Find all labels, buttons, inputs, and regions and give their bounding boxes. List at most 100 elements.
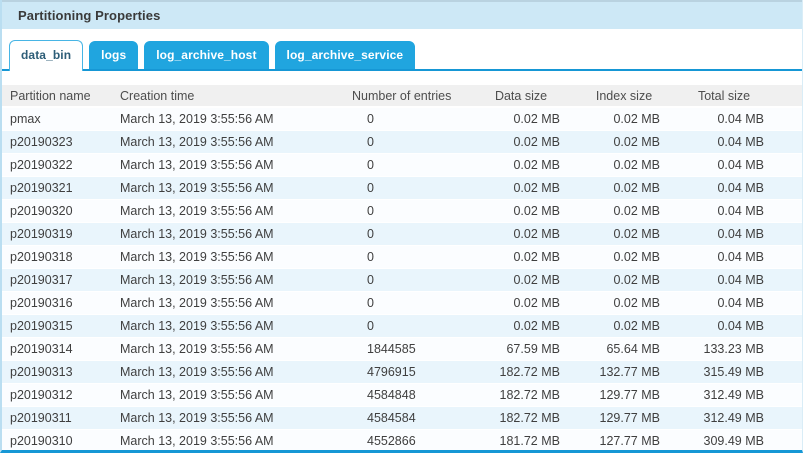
cell-creation-time: March 13, 2019 3:55:56 AM bbox=[112, 130, 344, 154]
cell-total-size: 133.23 MB bbox=[674, 337, 802, 361]
cell-index-size: 129.77 MB bbox=[574, 406, 674, 430]
cell-data-size: 0.02 MB bbox=[468, 268, 574, 292]
cell-creation-time: March 13, 2019 3:55:56 AM bbox=[112, 429, 344, 450]
tab-log-archive-service[interactable]: log_archive_service bbox=[274, 41, 416, 69]
tab-data-bin[interactable]: data_bin bbox=[9, 40, 84, 71]
column-header-data-size: Data size bbox=[468, 85, 574, 108]
cell-data-size: 182.72 MB bbox=[468, 406, 574, 430]
cell-number-of-entries: 0 bbox=[344, 268, 468, 292]
cell-number-of-entries: 0 bbox=[344, 153, 468, 177]
cell-index-size: 129.77 MB bbox=[574, 383, 674, 407]
cell-data-size: 67.59 MB bbox=[468, 337, 574, 361]
cell-partition-name: p20190311 bbox=[2, 406, 112, 430]
cell-total-size: 312.49 MB bbox=[674, 406, 802, 430]
cell-number-of-entries: 0 bbox=[344, 107, 468, 131]
cell-partition-name: p20190315 bbox=[2, 314, 112, 338]
cell-data-size: 0.02 MB bbox=[468, 176, 574, 200]
cell-creation-time: March 13, 2019 3:55:56 AM bbox=[112, 107, 344, 131]
cell-index-size: 0.02 MB bbox=[574, 107, 674, 131]
cell-data-size: 0.02 MB bbox=[468, 199, 574, 223]
cell-number-of-entries: 0 bbox=[344, 130, 468, 154]
cell-total-size: 312.49 MB bbox=[674, 383, 802, 407]
cell-number-of-entries: 4796915 bbox=[344, 360, 468, 384]
cell-partition-name: p20190314 bbox=[2, 337, 112, 361]
cell-creation-time: March 13, 2019 3:55:56 AM bbox=[112, 360, 344, 384]
cell-total-size: 0.04 MB bbox=[674, 153, 802, 177]
table-row: p20190320 March 13, 2019 3:55:56 AM 0 0.02 … bbox=[2, 199, 802, 223]
cell-number-of-entries: 4584584 bbox=[344, 406, 468, 430]
cell-data-size: 0.02 MB bbox=[468, 222, 574, 246]
cell-partition-name: p20190323 bbox=[2, 130, 112, 154]
cell-index-size: 0.02 MB bbox=[574, 153, 674, 177]
cell-data-size: 182.72 MB bbox=[468, 360, 574, 384]
tab-logs[interactable]: logs bbox=[89, 41, 139, 69]
cell-creation-time: March 13, 2019 3:55:56 AM bbox=[112, 153, 344, 177]
cell-data-size: 0.02 MB bbox=[468, 130, 574, 154]
cell-partition-name: pmax bbox=[2, 107, 112, 131]
cell-number-of-entries: 4552866 bbox=[344, 429, 468, 450]
cell-data-size: 0.02 MB bbox=[468, 291, 574, 315]
cell-creation-time: March 13, 2019 3:55:56 AM bbox=[112, 291, 344, 315]
column-header-partition-name: Partition name bbox=[2, 85, 112, 108]
cell-data-size: 181.72 MB bbox=[468, 429, 574, 450]
table-row: p20190317 March 13, 2019 3:55:56 AM 0 0.02 … bbox=[2, 268, 802, 292]
cell-partition-name: p20190319 bbox=[2, 222, 112, 246]
panel-title-bar: Partitioning Properties bbox=[2, 0, 802, 29]
cell-creation-time: March 13, 2019 3:55:56 AM bbox=[112, 314, 344, 338]
cell-total-size: 0.04 MB bbox=[674, 268, 802, 292]
column-header-index-size: Index size bbox=[574, 85, 674, 108]
cell-number-of-entries: 0 bbox=[344, 176, 468, 200]
table-row: p20190314 March 13, 2019 3:55:56 AM 184458… bbox=[2, 337, 802, 361]
table-row: p20190313 March 13, 2019 3:55:56 AM 479691… bbox=[2, 360, 802, 384]
cell-partition-name: p20190316 bbox=[2, 291, 112, 315]
cell-partition-name: p20190321 bbox=[2, 176, 112, 200]
cell-index-size: 0.02 MB bbox=[574, 268, 674, 292]
table-header-row: Partition name Creation time Number of ent… bbox=[2, 85, 802, 108]
cell-index-size: 65.64 MB bbox=[574, 337, 674, 361]
cell-creation-time: March 13, 2019 3:55:56 AM bbox=[112, 222, 344, 246]
cell-total-size: 0.04 MB bbox=[674, 130, 802, 154]
cell-number-of-entries: 1844585 bbox=[344, 337, 468, 361]
cell-index-size: 0.02 MB bbox=[574, 222, 674, 246]
cell-total-size: 0.04 MB bbox=[674, 199, 802, 223]
cell-creation-time: March 13, 2019 3:55:56 AM bbox=[112, 245, 344, 269]
cell-data-size: 0.02 MB bbox=[468, 107, 574, 131]
page-title: Partitioning Properties bbox=[18, 8, 161, 23]
cell-partition-name: p20190318 bbox=[2, 245, 112, 269]
cell-number-of-entries: 0 bbox=[344, 245, 468, 269]
cell-data-size: 0.02 MB bbox=[468, 153, 574, 177]
cell-data-size: 182.72 MB bbox=[468, 383, 574, 407]
cell-partition-name: p20190320 bbox=[2, 199, 112, 223]
table-row: p20190323 March 13, 2019 3:55:56 AM 0 0.02 … bbox=[2, 130, 802, 154]
table-body: pmax March 13, 2019 3:55:56 AM 0 0.02 MB 0.0… bbox=[2, 107, 802, 450]
table-row: p20190316 March 13, 2019 3:55:56 AM 0 0.02 … bbox=[2, 291, 802, 315]
cell-number-of-entries: 4584848 bbox=[344, 383, 468, 407]
cell-index-size: 0.02 MB bbox=[574, 199, 674, 223]
cell-creation-time: March 13, 2019 3:55:56 AM bbox=[112, 268, 344, 292]
cell-index-size: 0.02 MB bbox=[574, 245, 674, 269]
table-row: p20190321 March 13, 2019 3:55:56 AM 0 0.02 … bbox=[2, 176, 802, 200]
cell-index-size: 0.02 MB bbox=[574, 176, 674, 200]
cell-creation-time: March 13, 2019 3:55:56 AM bbox=[112, 406, 344, 430]
cell-partition-name: p20190312 bbox=[2, 383, 112, 407]
cell-partition-name: p20190322 bbox=[2, 153, 112, 177]
tab-log-archive-host[interactable]: log_archive_host bbox=[144, 41, 269, 69]
table-row: p20190315 March 13, 2019 3:55:56 AM 0 0.02 … bbox=[2, 314, 802, 338]
table-row: p20190322 March 13, 2019 3:55:56 AM 0 0.02 … bbox=[2, 153, 802, 177]
cell-creation-time: March 13, 2019 3:55:56 AM bbox=[112, 176, 344, 200]
cell-number-of-entries: 0 bbox=[344, 199, 468, 223]
cell-number-of-entries: 0 bbox=[344, 222, 468, 246]
cell-index-size: 132.77 MB bbox=[574, 360, 674, 384]
cell-total-size: 0.04 MB bbox=[674, 245, 802, 269]
cell-total-size: 0.04 MB bbox=[674, 176, 802, 200]
cell-total-size: 0.04 MB bbox=[674, 291, 802, 315]
table-row: p20190311 March 13, 2019 3:55:56 AM 458458… bbox=[2, 406, 802, 430]
column-header-number-of-entries: Number of entries bbox=[344, 85, 468, 108]
cell-data-size: 0.02 MB bbox=[468, 245, 574, 269]
tab-bar: data_bin logs log_archive_host log_archive_… bbox=[2, 39, 802, 71]
cell-creation-time: March 13, 2019 3:55:56 AM bbox=[112, 199, 344, 223]
cell-index-size: 127.77 MB bbox=[574, 429, 674, 450]
column-header-creation-time: Creation time bbox=[112, 85, 344, 108]
cell-partition-name: p20190313 bbox=[2, 360, 112, 384]
